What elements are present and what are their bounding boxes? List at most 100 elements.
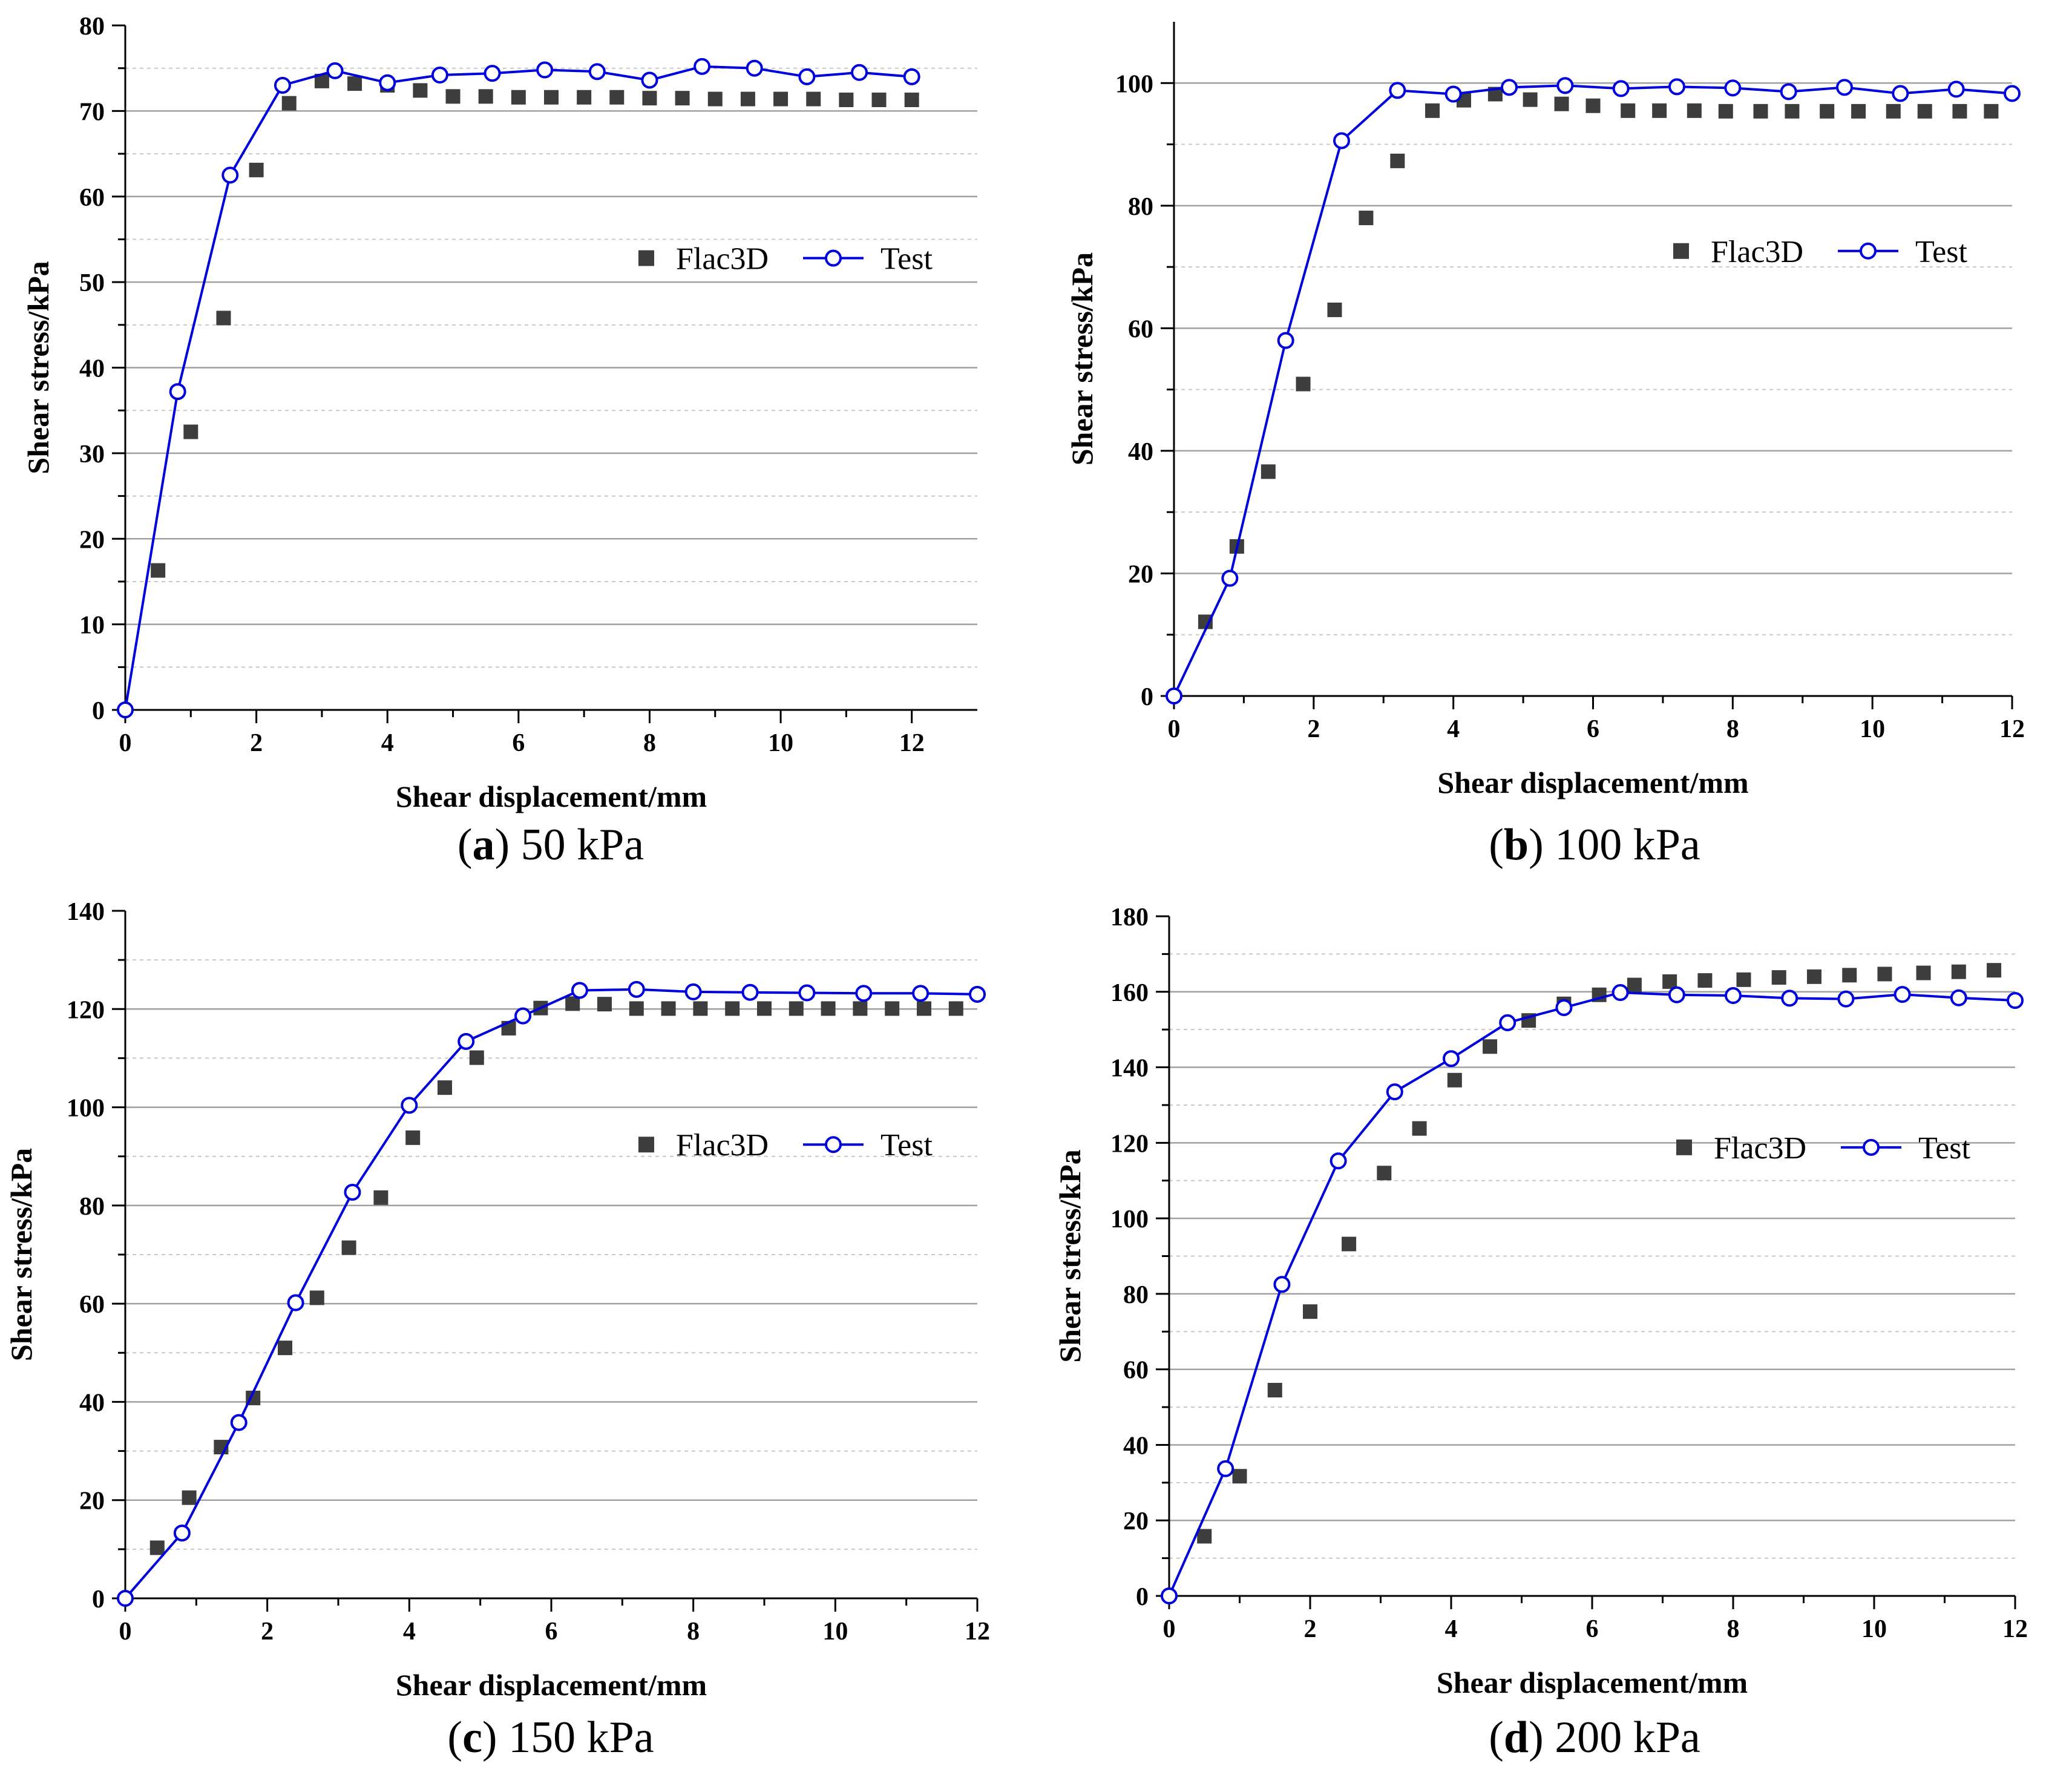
test-point [2004,85,2021,102]
y-tick-label: 60 [1123,1357,1149,1385]
flac3d-point [1627,977,1642,993]
flac3d-point [1952,103,1967,119]
flac3d-point [1621,103,1636,118]
flac3d-point [1984,103,1999,119]
legend: Flac3D Test [638,1128,933,1163]
legend-flac3d-marker [638,1137,654,1153]
test-point [117,1590,134,1607]
legend-test-label: Test [880,1128,933,1163]
flac3d-point [1261,464,1276,479]
flac3d-point [1687,103,1702,118]
flac3d-point [1425,103,1440,118]
y-tick-label: 80 [79,13,105,41]
flac3d-point [1771,970,1786,985]
flac3d-point [821,1001,836,1016]
test-point [221,166,239,184]
test-point [230,1414,248,1431]
caption-text: 150 kPa [497,1713,654,1762]
caption-close-paren: ) [1529,820,1544,870]
test-point [1894,986,1911,1003]
test-series-line [1173,84,2013,697]
legend-test-label: Test [1918,1131,1970,1166]
test-point [274,76,291,94]
legend-test-marker [825,249,842,267]
test-point [431,66,448,84]
test-point [1166,688,1182,704]
x-tick-label: 8 [643,729,656,757]
test-point [484,65,501,82]
test-point [1947,80,1965,98]
flac3d-point [789,1001,804,1016]
test-point [1221,569,1239,587]
flac3d-point [707,91,723,107]
test-point [1612,80,1630,97]
test-point [855,985,873,1002]
flac3d-point [642,91,657,106]
test-point [1161,1587,1178,1604]
legend-test-label: Test [880,242,933,277]
flac3d-point [1447,1072,1462,1088]
test-point [344,1183,361,1201]
x-tick-label: 4 [1447,715,1460,743]
y-tick-label: 120 [1110,1130,1149,1158]
x-tick-label: 10 [1861,1615,1887,1643]
test-point [1725,987,1742,1005]
flac3d-point [511,90,526,105]
y-tick-label: 60 [79,1291,105,1319]
flac3d-point [1662,974,1677,989]
flac3d-point [1198,614,1213,629]
flac3d-point [1327,302,1342,317]
test-point [1277,332,1294,349]
x-tick-label: 8 [1726,715,1739,743]
flac3d-point [1554,96,1569,111]
y-tick-label: 0 [1136,1583,1149,1611]
test-point [1499,1014,1516,1031]
y-tick-label: 180 [1110,904,1149,931]
test-point [2007,992,2024,1009]
flac3d-point [1652,103,1667,118]
x-tick-label: 10 [822,1618,848,1646]
test-point [169,383,186,401]
test-point [457,1032,475,1050]
flac3d-point [1851,103,1866,119]
test-point [1556,77,1574,94]
test-point [1444,85,1462,103]
test-point [969,985,986,1003]
y-axis-title: Shear stress/kPa [4,1148,38,1361]
y-tick-label: 20 [79,1488,105,1515]
flac3d-point [1987,963,2002,978]
x-tick-label: 6 [512,729,525,757]
caption-close-paren: ) [495,820,510,870]
y-tick-label: 20 [79,526,105,554]
caption-text: 200 kPa [1544,1713,1700,1762]
flac3d-point [609,90,625,105]
test-series-line [124,988,978,1600]
caption-text: 100 kPa [1544,820,1700,870]
test-point [628,980,645,998]
flac3d-point [341,1240,356,1255]
legend-test-marker [825,1136,842,1154]
test-point [117,701,134,718]
y-tick-label: 100 [1110,1206,1149,1233]
x-tick-label: 0 [119,729,132,757]
flac3d-point [577,90,592,105]
y-axis-title: Shear stress/kPa [21,261,55,474]
y-tick-label: 70 [79,98,105,126]
test-point [1781,990,1798,1007]
x-tick-label: 2 [250,729,263,757]
y-tick-label: 120 [67,996,105,1024]
flac3d-point [347,76,362,91]
y-tick-label: 80 [1128,193,1153,221]
y-axis-title: Shear stress/kPa [1053,1149,1087,1362]
flac3d-point [565,996,580,1011]
y-tick-label: 40 [79,1389,105,1417]
flac3d-point [151,563,166,578]
test-point [1386,1083,1403,1101]
x-tick-label: 2 [1307,715,1320,743]
flac3d-point [839,92,854,107]
flac3d-point [478,89,493,104]
flac3d-point [1806,969,1821,984]
caption-open-paren: ( [1489,820,1504,870]
caption-letter: d [1504,1713,1529,1762]
test-point [912,985,930,1002]
